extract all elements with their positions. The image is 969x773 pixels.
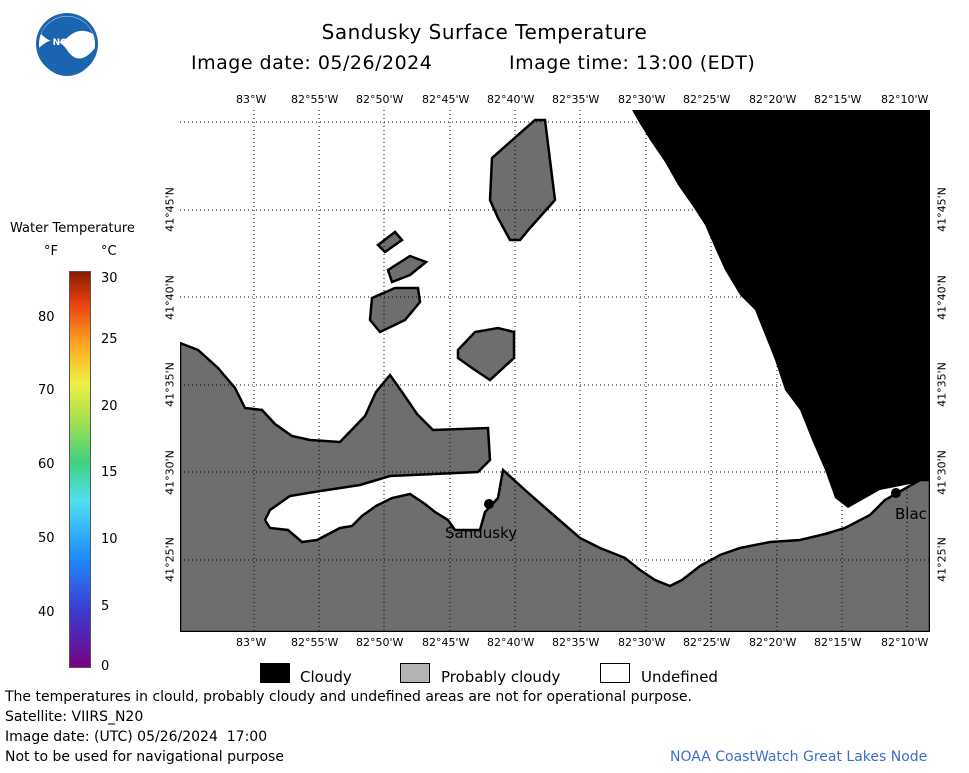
footer-satellite: Satellite: VIIRS_N20 bbox=[5, 709, 144, 725]
lat-label: 41°35'N bbox=[163, 362, 177, 407]
footer-nav-warning: Not to be used for navigational purpose bbox=[5, 749, 284, 765]
c-tick: 10 bbox=[101, 532, 118, 547]
map-panel bbox=[178, 110, 932, 634]
f-tick: 70 bbox=[38, 383, 55, 398]
lon-label: 82°50'W bbox=[356, 636, 404, 649]
island-small-2 bbox=[386, 254, 429, 284]
cloudy-region bbox=[632, 110, 930, 508]
colorbar bbox=[69, 271, 91, 668]
island-kelleys bbox=[456, 326, 516, 382]
legend-swatch-undefined bbox=[600, 663, 630, 683]
lon-label: 83°W bbox=[236, 636, 267, 649]
lon-label: 82°35'W bbox=[552, 636, 600, 649]
lon-label: 82°45'W bbox=[422, 93, 470, 106]
colorbar-title: Water Temperature bbox=[10, 221, 135, 236]
lon-label: 82°20'W bbox=[749, 636, 797, 649]
island-small-3 bbox=[368, 286, 422, 334]
lat-label: 41°45'N bbox=[935, 187, 949, 232]
unit-f: °F bbox=[44, 244, 58, 259]
lat-label: 41°45'N bbox=[163, 187, 177, 232]
lat-label: 41°40'N bbox=[163, 275, 177, 320]
lon-label: 82°40'W bbox=[487, 636, 535, 649]
lat-label: 41°25'N bbox=[163, 537, 177, 582]
legend-label: Cloudy bbox=[300, 668, 352, 686]
lon-label: 82°10'W bbox=[881, 636, 929, 649]
sandusky-label: Sandusky bbox=[445, 524, 518, 542]
c-tick: 20 bbox=[101, 399, 118, 414]
noaa-logo-icon: NOAA bbox=[35, 12, 99, 76]
lon-label: 82°10'W bbox=[881, 93, 929, 106]
legend-swatch-probably-cloudy bbox=[400, 663, 430, 683]
lat-label: 41°40'N bbox=[935, 275, 949, 320]
legend-swatch-cloudy bbox=[260, 663, 290, 683]
footer-note: The temperatures in clould, probably clo… bbox=[5, 689, 692, 705]
legend-label: Probably cloudy bbox=[441, 668, 561, 686]
image-time: Image time: 13:00 (EDT) bbox=[509, 52, 756, 74]
lon-label: 82°50'W bbox=[356, 93, 404, 106]
lon-label: 82°45'W bbox=[422, 636, 470, 649]
lon-label: 82°20'W bbox=[749, 93, 797, 106]
lon-label: 82°40'W bbox=[487, 93, 535, 106]
footer-credit: NOAA CoastWatch Great Lakes Node bbox=[670, 749, 928, 765]
c-tick: 0 bbox=[101, 659, 110, 674]
c-tick: 25 bbox=[101, 332, 118, 347]
f-tick: 80 bbox=[38, 310, 55, 325]
f-tick: 60 bbox=[38, 457, 55, 472]
footer-utc-date: Image date: (UTC) 05/26/2024 17:00 bbox=[5, 729, 268, 745]
blac-marker bbox=[891, 488, 901, 498]
logo-text: NOAA bbox=[53, 38, 82, 48]
lon-label: 82°55'W bbox=[291, 93, 339, 106]
lon-label: 82°35'W bbox=[552, 93, 600, 106]
map-title: Sandusky Surface Temperature bbox=[321, 20, 648, 44]
island-kelleys-north bbox=[488, 118, 557, 242]
image-date: Image date: 05/26/2024 bbox=[191, 52, 433, 74]
lat-label: 41°30'N bbox=[163, 450, 177, 495]
lon-label: 82°15'W bbox=[814, 636, 862, 649]
blac-label: Blac bbox=[895, 505, 927, 523]
c-tick: 5 bbox=[101, 599, 110, 614]
lat-label: 41°30'N bbox=[935, 450, 949, 495]
f-tick: 40 bbox=[38, 605, 55, 620]
lon-label: 82°25'W bbox=[683, 636, 731, 649]
lon-label: 82°30'W bbox=[618, 636, 666, 649]
lon-label: 83°W bbox=[236, 93, 267, 106]
c-tick: 30 bbox=[101, 271, 118, 286]
lon-label: 82°30'W bbox=[618, 93, 666, 106]
lon-label: 82°55'W bbox=[291, 636, 339, 649]
legend-label: Undefined bbox=[641, 668, 718, 686]
sandusky-marker bbox=[484, 499, 494, 509]
unit-c: °C bbox=[101, 244, 117, 259]
lon-label: 82°15'W bbox=[814, 93, 862, 106]
graticule bbox=[180, 110, 930, 632]
lon-label: 82°25'W bbox=[683, 93, 731, 106]
lat-label: 41°35'N bbox=[935, 362, 949, 407]
lat-label: 41°25'N bbox=[935, 537, 949, 582]
c-tick: 15 bbox=[101, 465, 118, 480]
f-tick: 50 bbox=[38, 531, 55, 546]
